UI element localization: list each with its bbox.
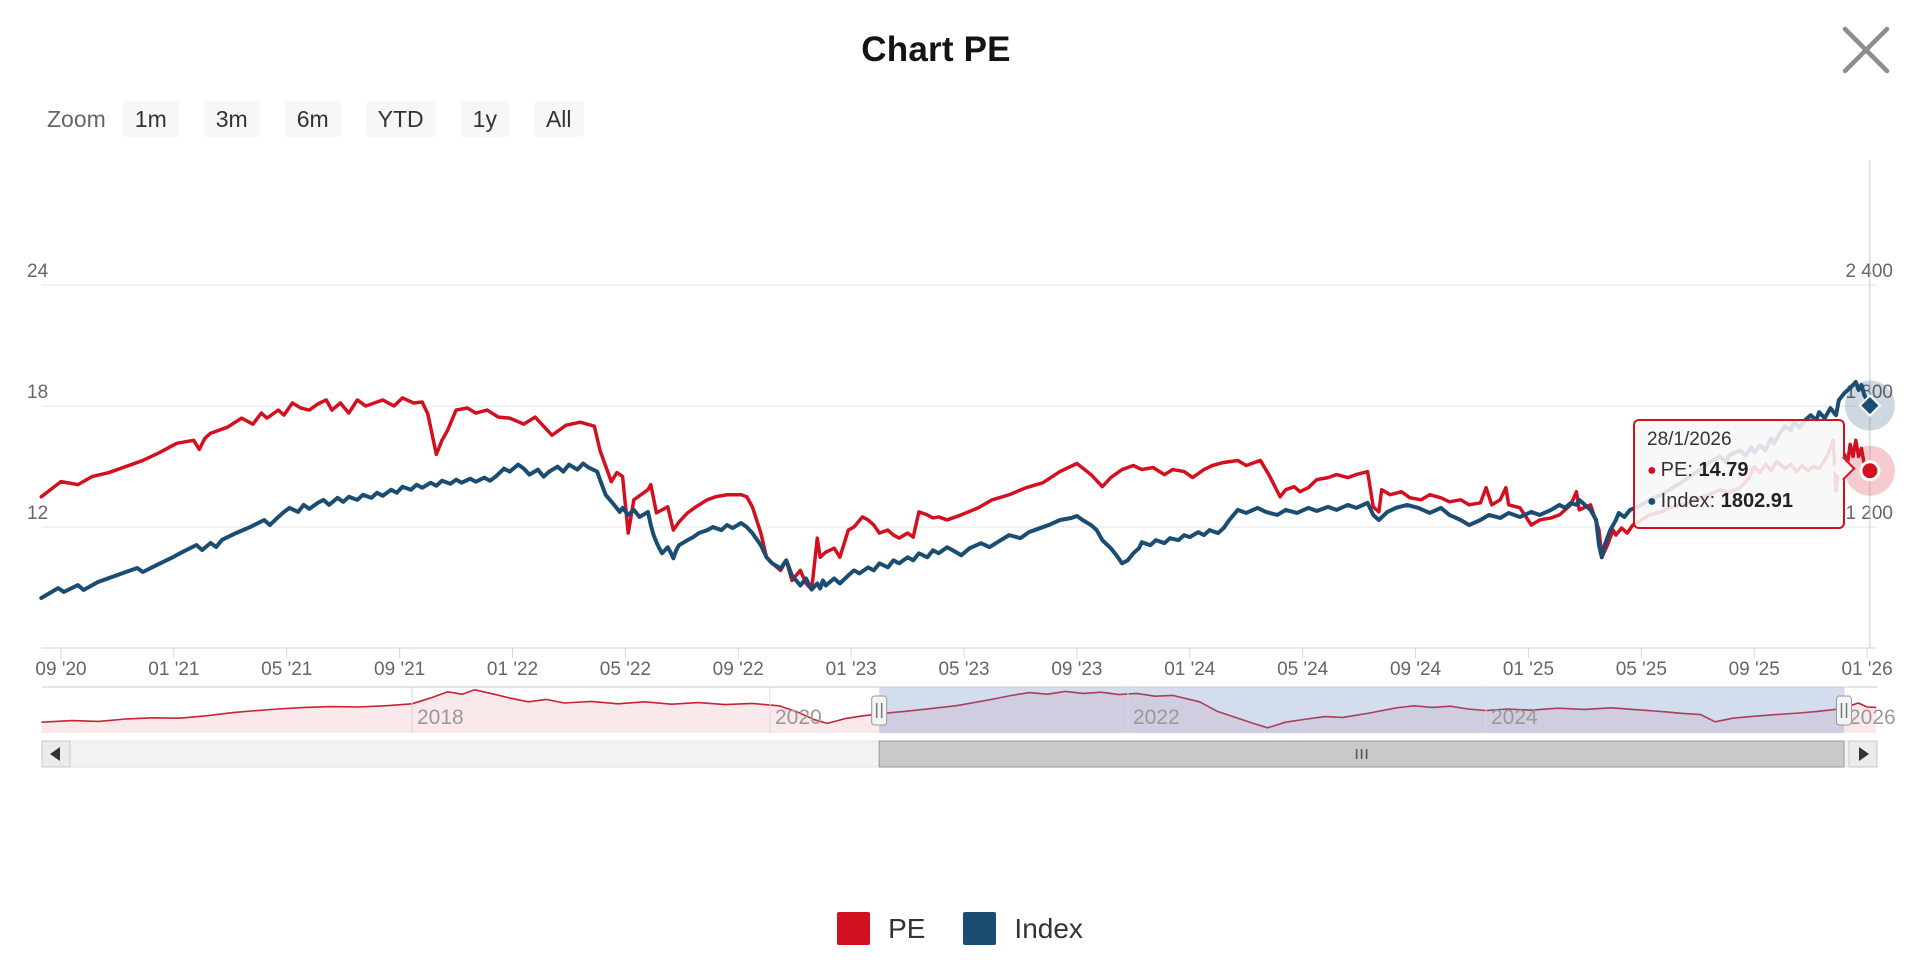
x-axis-label: 01 '23 bbox=[826, 659, 877, 680]
x-axis-label: 09 '25 bbox=[1729, 659, 1780, 680]
scrollbar-left-arrow-icon bbox=[50, 747, 60, 761]
zoom-range-toolbar: Zoom 1m 3m 6m YTD 1y All bbox=[47, 101, 584, 137]
tooltip-series-dot-icon: ● bbox=[1647, 493, 1657, 510]
chart-tooltip: 28/1/2026 ● PE: 14.79 ● Index: 1802.91 bbox=[1633, 419, 1845, 529]
index-end-marker[interactable] bbox=[1858, 394, 1882, 417]
y-axis-label-left: 18 bbox=[27, 382, 48, 403]
legend-swatch-icon bbox=[963, 912, 997, 945]
navigator-handle-left[interactable] bbox=[871, 695, 888, 726]
page-title: Chart PE bbox=[861, 30, 1011, 69]
y-axis-label-right: 2 400 bbox=[1845, 261, 1893, 282]
index-series-line bbox=[39, 379, 1872, 601]
navigator-series-line bbox=[41, 688, 1877, 729]
navigator-year-label: 2024 bbox=[1491, 706, 1538, 729]
x-axis-label: 09 '23 bbox=[1051, 659, 1102, 680]
navigator-year-label: 2020 bbox=[775, 706, 822, 729]
tooltip-date: 28/1/2026 bbox=[1647, 429, 1732, 450]
x-axis-label: 05 '22 bbox=[600, 659, 651, 680]
legend-swatch-icon bbox=[837, 912, 871, 945]
navigator-year-label: 2026 bbox=[1849, 706, 1896, 729]
pe-end-marker[interactable] bbox=[1859, 460, 1881, 482]
legend-item-index[interactable]: Index bbox=[963, 912, 1083, 945]
y-axis-label-left: 12 bbox=[27, 503, 48, 524]
zoom-range-button-1m[interactable]: 1m bbox=[122, 101, 179, 137]
zoom-toolbar-label: Zoom bbox=[47, 105, 106, 132]
tooltip-series-dot-icon: ● bbox=[1647, 462, 1657, 479]
x-axis-label: 05 '25 bbox=[1616, 659, 1667, 680]
x-axis-label: 05 '24 bbox=[1277, 659, 1329, 680]
navigator-year-label: 2022 bbox=[1133, 706, 1180, 729]
tooltip-series-row: ● PE: 14.79 bbox=[1647, 455, 1831, 486]
navigator-handle-right[interactable] bbox=[1836, 695, 1852, 726]
tooltip-series-name: PE: bbox=[1660, 459, 1699, 481]
tooltip-series-value: 14.79 bbox=[1698, 459, 1749, 481]
x-axis-label: 01 '21 bbox=[148, 659, 199, 680]
legend-label: Index bbox=[1014, 912, 1083, 944]
x-axis-label: 09 '22 bbox=[713, 659, 764, 680]
navigator-area-fill bbox=[41, 689, 1877, 733]
x-axis-label: 05 '23 bbox=[938, 659, 989, 680]
close-icon bbox=[1842, 26, 1890, 74]
y-axis-label-left: 24 bbox=[27, 261, 49, 282]
y-axis-label-right: 1 200 bbox=[1845, 503, 1893, 524]
x-axis-label: 05 '21 bbox=[261, 659, 312, 680]
tooltip-series-row: ● Index: 1802.91 bbox=[1647, 486, 1831, 517]
x-axis-label: 09 '24 bbox=[1390, 659, 1442, 680]
x-axis-label: 01 '22 bbox=[487, 659, 538, 680]
navigator-selected-mask[interactable] bbox=[879, 687, 1844, 733]
zoom-range-button-ytd[interactable]: YTD bbox=[365, 101, 436, 137]
legend-item-pe[interactable]: PE bbox=[837, 912, 925, 945]
chart-legend: PE Index bbox=[0, 912, 1920, 945]
x-axis-label: 01 '26 bbox=[1841, 659, 1892, 680]
x-axis-label: 09 '20 bbox=[35, 659, 86, 680]
zoom-range-button-3m[interactable]: 3m bbox=[203, 101, 260, 137]
zoom-range-button-1y[interactable]: 1y bbox=[460, 101, 509, 137]
x-axis-label: 01 '24 bbox=[1164, 659, 1216, 680]
zoom-range-button-all[interactable]: All bbox=[533, 101, 584, 137]
tooltip-series-name: Index: bbox=[1660, 490, 1721, 512]
modal-header: Chart PE bbox=[0, 0, 1920, 90]
tooltip-series-value: 1802.91 bbox=[1720, 490, 1794, 512]
close-button[interactable] bbox=[1838, 22, 1894, 78]
zoom-range-button-6m[interactable]: 6m bbox=[284, 101, 341, 137]
x-axis-label: 01 '25 bbox=[1503, 659, 1554, 680]
navigator-year-label: 2018 bbox=[417, 706, 464, 729]
legend-label: PE bbox=[888, 912, 926, 944]
scrollbar-right-arrow-icon bbox=[1859, 747, 1869, 761]
x-axis-label: 09 '21 bbox=[374, 659, 425, 680]
